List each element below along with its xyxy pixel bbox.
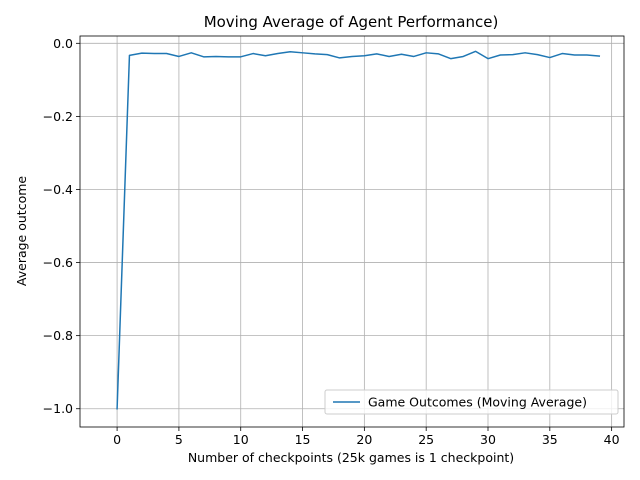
y-tick-label: −0.8 [43, 328, 73, 343]
y-tick-label: −0.6 [43, 255, 73, 270]
x-tick-label: 30 [480, 432, 496, 447]
x-tick-label: 15 [295, 432, 311, 447]
x-tick-label: 0 [113, 432, 121, 447]
legend: Game Outcomes (Moving Average) [324, 389, 619, 415]
x-tick-label: 10 [233, 432, 249, 447]
x-tick-label: 25 [418, 432, 434, 447]
x-tick-label: 40 [604, 432, 620, 447]
x-axis-label: Number of checkpoints (25k games is 1 ch… [188, 450, 514, 465]
y-axis-label: Average outcome [14, 176, 29, 286]
y-tick-label: −0.2 [43, 109, 73, 124]
y-tick-label: −1.0 [43, 401, 73, 416]
chart-title: Moving Average of Agent Performance) [204, 13, 499, 31]
axis-ticks: 0 5 10 15 20 25 30 35 40 −1.0 −0.8 −0.6 −0.4 −0.2 0.0 [43, 36, 620, 447]
legend-label-game-outcomes: Game Outcomes (Moving Average) [368, 395, 587, 410]
legend-box [324, 389, 619, 415]
grid-lines [80, 36, 624, 427]
plot-area-frame [79, 35, 625, 428]
y-tick-label: −0.4 [43, 182, 73, 197]
series-layer [116, 50, 601, 410]
y-tick-label: 0.0 [53, 36, 73, 51]
x-tick-label: 35 [542, 432, 558, 447]
series-line-game-outcomes [116, 50, 601, 410]
x-tick-label: 5 [175, 432, 183, 447]
x-tick-label: 20 [356, 432, 372, 447]
